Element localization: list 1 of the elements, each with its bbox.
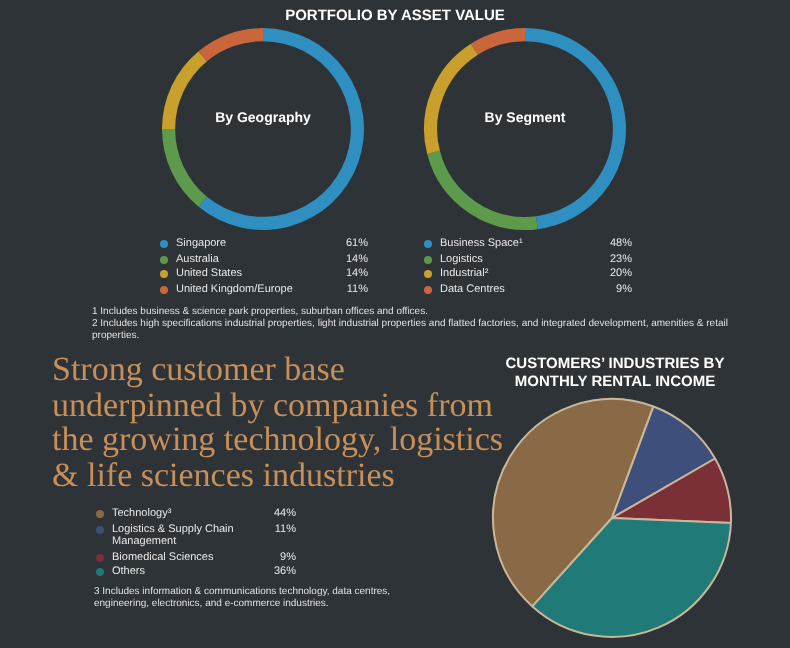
chart-subtitle: Strong customer base underpinned by companies from the growing technology, logistics & life sciences industries bbox=[52, 350, 504, 493]
